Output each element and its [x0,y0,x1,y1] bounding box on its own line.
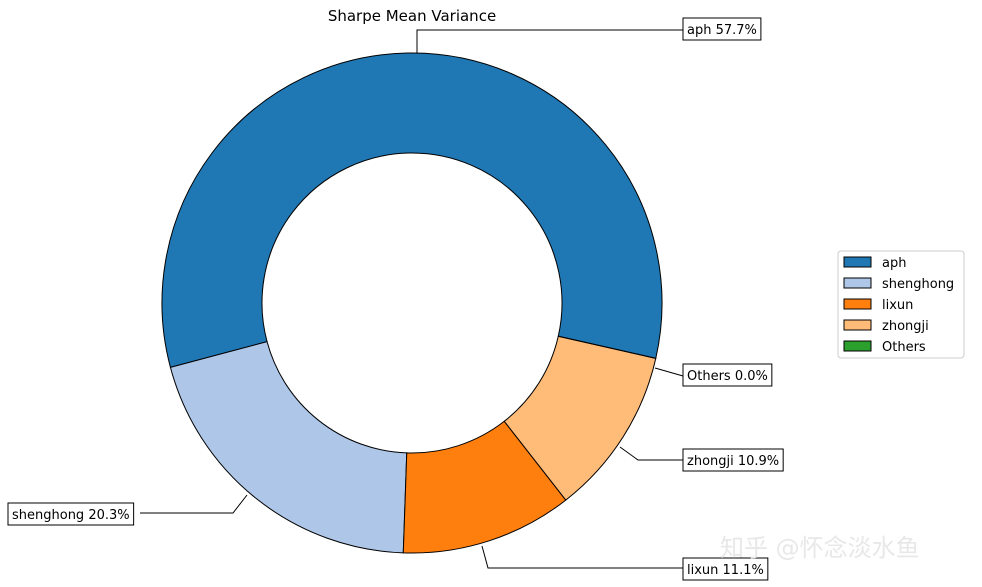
slice-label-shenghong: shenghong 20.3% [12,508,130,523]
legend-label-aph: aph [882,256,906,271]
legend-swatch-lixun [843,298,872,310]
slice-others [558,335,656,359]
annotations-group: aph 57.7% shenghong 20.3% lixun 11.1% zhong… [7,17,784,581]
leader-line-shenghong [140,494,248,514]
leader-line-lixun [481,545,683,569]
slice-label-others: Others 0.0% [687,369,768,384]
legend-label-others: Others [882,340,926,355]
slices-group [161,52,663,554]
slice-label-lixun: lixun 11.1% [687,563,764,578]
legend-swatch-zhongji [843,319,872,331]
slice-label-box-shenghong [7,502,135,526]
slice-label-aph: aph 57.7% [687,23,757,38]
legend-swatch-others [843,340,872,352]
legend: aph shenghong lixun zhongji Others [837,250,965,359]
slice-label-zhongji: zhongji 10.9% [687,454,779,469]
leader-line-others [654,367,684,377]
leader-line-aph [416,29,683,53]
slice-label-box-lixun [682,557,769,581]
legend-swatch-shenghong [843,277,872,289]
watermark: 知乎 @怀念淡水鱼 [720,534,920,562]
legend-swatch-aph [843,256,872,268]
legend-label-zhongji: zhongji [882,319,929,334]
slice-label-box-others [682,363,773,387]
slice-shenghong [169,341,408,554]
leader-line-zhongji [619,446,683,461]
slice-label-box-zhongji [682,448,784,472]
slice-aph [161,52,663,368]
legend-label-shenghong: shenghong [882,277,954,292]
chart-title: Sharpe Mean Variance [328,7,496,25]
slice-label-box-aph [682,17,762,41]
legend-label-lixun: lixun [882,298,913,313]
